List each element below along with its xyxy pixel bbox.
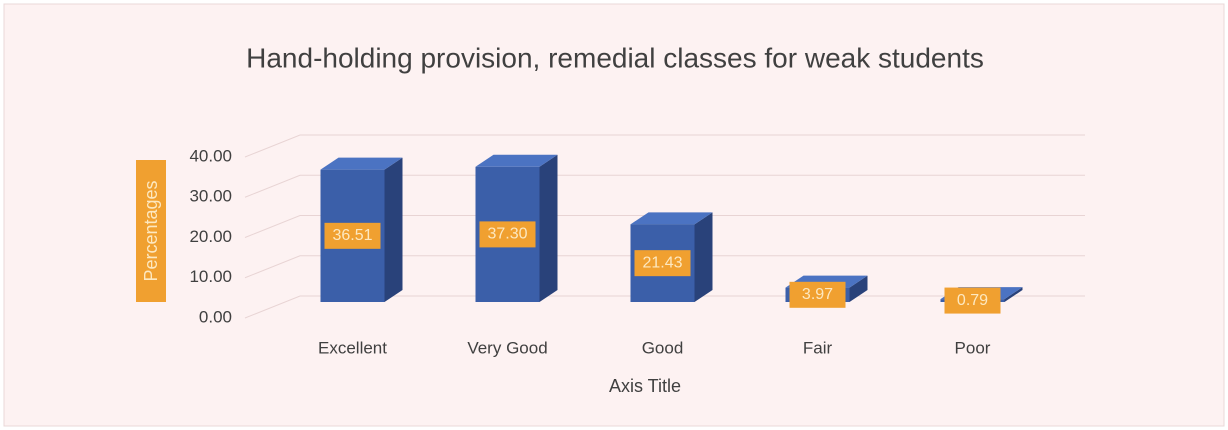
y-axis-title-box bbox=[136, 160, 166, 302]
y-tick-label: 30.00 bbox=[189, 187, 232, 206]
data-label-box bbox=[634, 250, 691, 277]
x-tick-label: Excellent bbox=[318, 338, 387, 357]
x-tick-label: Good bbox=[642, 338, 684, 357]
bar-top bbox=[630, 212, 713, 225]
y-tick-label: 20.00 bbox=[189, 227, 232, 246]
y-tick-label: 0.00 bbox=[199, 307, 232, 326]
data-label: 21.43 bbox=[642, 254, 682, 271]
bar-side bbox=[694, 212, 713, 302]
data-label-box bbox=[944, 287, 1001, 314]
data-label: 0.79 bbox=[957, 292, 988, 309]
bar-top bbox=[475, 154, 558, 167]
data-label: 36.51 bbox=[332, 227, 372, 244]
x-tick-label: Very Good bbox=[467, 338, 547, 357]
chart-title: Hand-holding provision, remedial classes… bbox=[246, 42, 984, 73]
y-tick-label: 10.00 bbox=[189, 267, 232, 286]
data-label: 3.97 bbox=[802, 286, 833, 303]
grid-line bbox=[244, 174, 1085, 198]
data-label-box bbox=[479, 221, 536, 248]
data-label-box bbox=[789, 281, 846, 308]
x-tick-label: Fair bbox=[803, 338, 833, 357]
data-label-box bbox=[324, 222, 381, 249]
grid-line bbox=[244, 255, 1085, 279]
x-axis-title: Axis Title bbox=[609, 376, 681, 396]
bar-side bbox=[384, 157, 403, 302]
y-tick-label: 40.00 bbox=[189, 146, 232, 165]
x-tick-label: Poor bbox=[955, 338, 991, 357]
grid-line bbox=[244, 134, 1085, 158]
bar-side bbox=[1004, 287, 1023, 302]
data-label: 37.30 bbox=[487, 226, 527, 243]
bar-side bbox=[539, 154, 558, 302]
bar-side bbox=[849, 275, 868, 302]
grid-line bbox=[244, 215, 1085, 238]
y-axis-title: Percentages bbox=[141, 180, 161, 281]
bar-top bbox=[320, 157, 403, 170]
